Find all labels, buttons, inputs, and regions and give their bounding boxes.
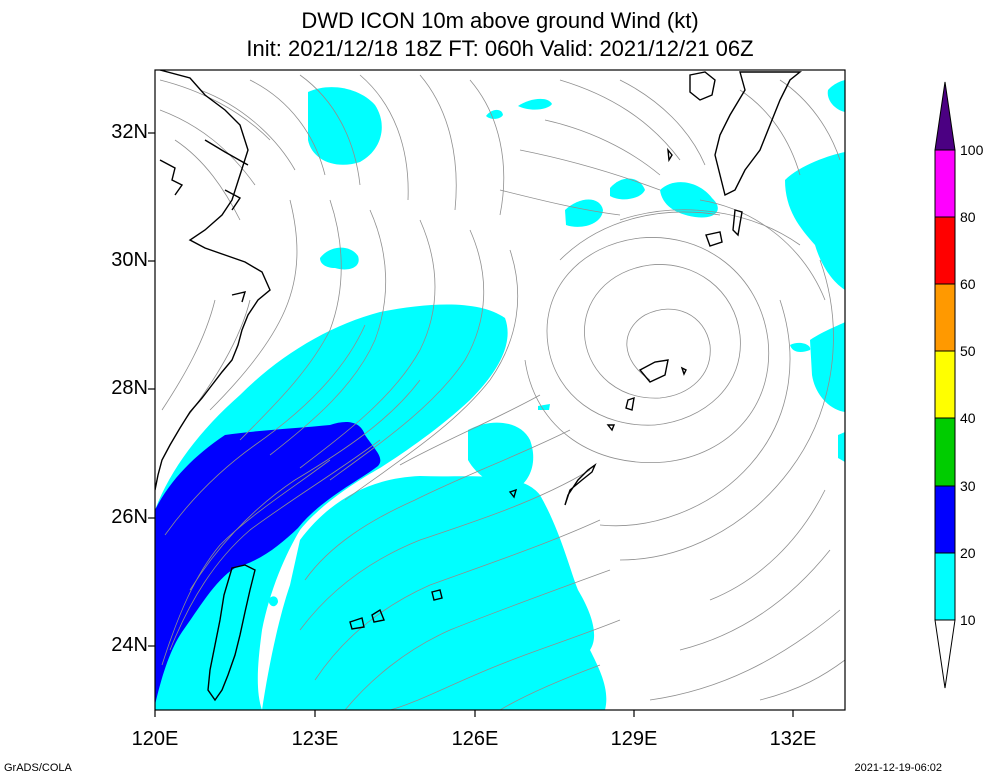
map-title: DWD ICON 10m above ground Wind (kt) [301,8,699,33]
lat-label: 26N [111,506,148,528]
lat-label: 24N [111,634,148,656]
lat-label: 28N [111,377,148,399]
wind-10-20kt-shading [155,80,845,710]
lon-label: 129E [610,728,658,750]
lat-label: 32N [111,121,148,143]
lat-label: 30N [111,249,148,271]
lon-label: 126E [451,728,499,750]
colorbar-label: 20 [960,545,976,561]
plot-frame [154,69,846,711]
colorbar-label: 80 [960,209,976,225]
footer-timestamp: 2021-12-19-06:02 [854,762,942,774]
colorbar-label: 30 [960,478,976,494]
lon-label: 123E [291,728,339,750]
wind-streamlines [159,74,845,710]
coastlines [155,70,802,702]
colorbar-label: 50 [960,343,976,359]
colorbar-label: 10 [960,612,976,628]
map-subtitle: Init: 2021/12/18 18Z FT: 060h Valid: 202… [246,36,754,61]
colorbar-label: 60 [960,276,976,292]
colorbar-label: 100 [960,142,984,158]
axis-ticks [148,132,794,717]
wind-20-30kt-shading [155,422,381,705]
colorbar [934,81,956,689]
colorbar-label: 40 [960,410,976,426]
map-plot-area [155,70,845,710]
lon-label: 132E [769,728,817,750]
lon-label: 120E [131,728,179,750]
footer-credit: GrADS/COLA [4,762,72,774]
